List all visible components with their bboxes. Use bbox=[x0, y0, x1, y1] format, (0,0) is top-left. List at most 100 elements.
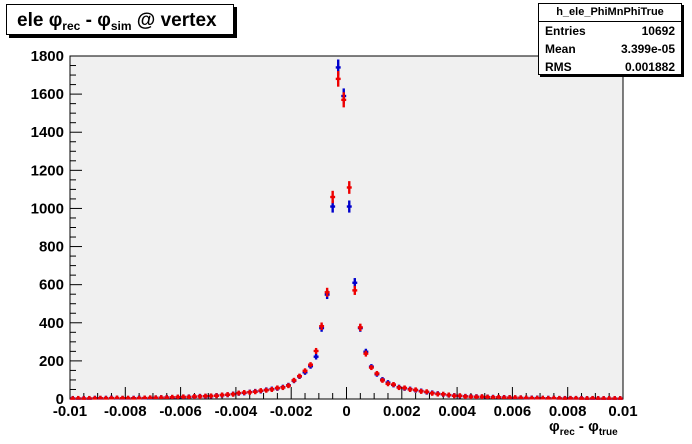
stats-value: 0.001882 bbox=[624, 60, 675, 74]
x-tick-label: -0.01 bbox=[53, 403, 87, 420]
x-tick-label: -0.008 bbox=[104, 403, 147, 420]
data-point bbox=[230, 391, 236, 397]
data-point bbox=[601, 396, 607, 400]
data-point bbox=[280, 385, 286, 391]
data-point bbox=[297, 373, 302, 379]
data-point bbox=[435, 391, 441, 397]
stats-row-entries: Entries 10692 bbox=[539, 22, 681, 40]
data-point bbox=[562, 396, 568, 400]
data-point bbox=[203, 393, 208, 399]
data-point bbox=[109, 395, 114, 400]
data-point bbox=[86, 395, 92, 400]
data-point bbox=[540, 395, 546, 400]
data-point bbox=[92, 395, 98, 400]
xtitle-phi-2: φ bbox=[588, 418, 599, 435]
x-tick-label: 0.006 bbox=[494, 403, 532, 420]
data-point bbox=[225, 392, 231, 398]
data-point bbox=[418, 388, 424, 394]
title-phi-2: φ bbox=[97, 10, 111, 31]
data-point bbox=[153, 395, 159, 400]
data-point bbox=[319, 322, 325, 330]
x-tick-labels: -0.01 -0.008 -0.006 -0.004 -0.002 0 0.002 0.004… bbox=[53, 403, 638, 420]
y-tick-label: 1400 bbox=[31, 124, 64, 141]
data-point bbox=[479, 394, 485, 399]
data-point bbox=[573, 395, 579, 400]
data-point bbox=[534, 395, 540, 400]
data-point bbox=[424, 389, 430, 395]
xtitle-sub-1: rec bbox=[559, 427, 575, 438]
data-point bbox=[247, 389, 253, 395]
data-point bbox=[330, 190, 336, 204]
data-point bbox=[313, 353, 319, 360]
x-tick-label: -0.002 bbox=[270, 403, 313, 420]
data-point bbox=[518, 395, 524, 400]
stats-row-mean: Mean 3.399e-05 bbox=[539, 40, 681, 58]
data-point bbox=[374, 370, 380, 376]
data-point bbox=[595, 396, 601, 400]
data-point bbox=[180, 394, 186, 399]
title-mid: - bbox=[80, 10, 98, 31]
data-point bbox=[131, 395, 137, 400]
y-tick-label: 0 bbox=[56, 391, 64, 408]
data-point bbox=[473, 394, 479, 399]
data-point bbox=[545, 395, 551, 400]
title-sub-1: rec bbox=[62, 19, 81, 33]
data-point bbox=[75, 395, 81, 400]
data-point bbox=[120, 395, 125, 400]
data-point bbox=[396, 385, 402, 391]
data-point bbox=[551, 395, 557, 400]
data-point bbox=[385, 381, 391, 387]
x-tick-label: 0 bbox=[342, 403, 350, 420]
data-point bbox=[512, 395, 518, 399]
data-point bbox=[368, 365, 374, 371]
data-point bbox=[363, 350, 369, 357]
stats-histogram-name: h_ele_PhiMnPhiTrue bbox=[539, 4, 681, 22]
x-tick-label: -0.004 bbox=[215, 403, 258, 420]
data-point bbox=[584, 396, 590, 400]
data-point bbox=[617, 396, 623, 400]
xtitle-sub-2: true bbox=[598, 427, 618, 438]
title-phi-1: φ bbox=[48, 10, 63, 31]
data-point bbox=[429, 390, 435, 396]
data-point bbox=[285, 383, 291, 389]
y-tick-label: 1200 bbox=[31, 162, 64, 179]
data-point bbox=[208, 393, 214, 399]
y-tick-label: 1600 bbox=[31, 86, 64, 103]
y-tick-label: 1800 bbox=[31, 48, 64, 65]
data-point bbox=[125, 395, 131, 400]
y-tick-labels: 0 200 400 600 800 1000 1200 1400 1600 1800 bbox=[31, 48, 64, 408]
data-point bbox=[402, 385, 408, 391]
stats-label: Entries bbox=[545, 24, 586, 38]
stats-value: 3.399e-05 bbox=[620, 42, 675, 56]
data-point bbox=[236, 390, 242, 396]
data-point bbox=[169, 394, 175, 399]
data-point bbox=[341, 92, 347, 108]
x-tick-label: 0.002 bbox=[383, 403, 421, 420]
data-point bbox=[308, 362, 314, 368]
title-suffix: @ vertex bbox=[131, 10, 217, 31]
data-point bbox=[357, 323, 363, 332]
data-point bbox=[579, 396, 584, 400]
data-point bbox=[164, 395, 170, 399]
title-prefix: ele bbox=[17, 10, 49, 31]
x-axis-title: φrec - φtrue bbox=[549, 418, 618, 438]
data-point bbox=[81, 396, 87, 400]
data-point bbox=[407, 386, 413, 392]
data-point bbox=[440, 391, 446, 397]
stats-box: h_ele_PhiMnPhiTrue Entries 10692 Mean 3.… bbox=[538, 3, 682, 75]
stats-label: Mean bbox=[545, 42, 576, 56]
data-point bbox=[186, 394, 192, 399]
data-point bbox=[507, 395, 513, 399]
data-point bbox=[197, 394, 203, 399]
data-point bbox=[446, 392, 452, 398]
data-point bbox=[335, 71, 341, 87]
data-point bbox=[462, 394, 468, 399]
x-tick-label: -0.006 bbox=[159, 403, 202, 420]
data-point bbox=[346, 200, 352, 213]
data-point bbox=[291, 377, 297, 383]
data-point bbox=[556, 395, 562, 400]
data-point bbox=[70, 396, 76, 400]
series-red-points bbox=[70, 71, 623, 400]
plot-frame bbox=[69, 55, 624, 400]
